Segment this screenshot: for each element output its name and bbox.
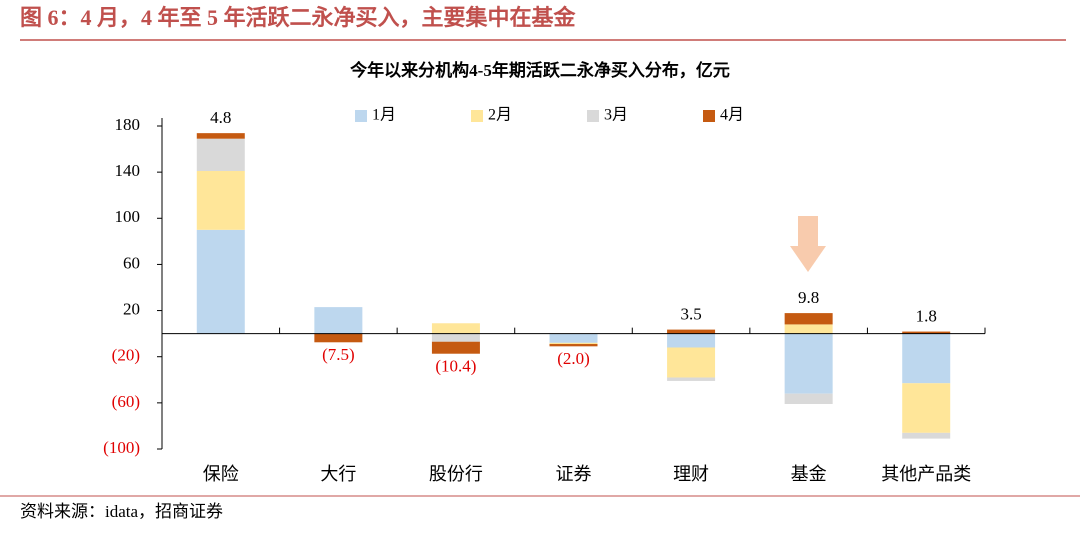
y-tick-label: (100) bbox=[103, 438, 140, 457]
legend-swatch bbox=[471, 110, 483, 122]
y-tick-label: 60 bbox=[123, 253, 140, 272]
bar-segment bbox=[902, 383, 951, 433]
y-tick-label: 180 bbox=[115, 115, 141, 134]
legend-label: 3月 bbox=[604, 107, 628, 124]
x-tick-label: 保险 bbox=[203, 464, 239, 484]
y-tick-label: 140 bbox=[115, 161, 141, 180]
bar-segment bbox=[902, 331, 951, 334]
bar-segment bbox=[196, 170, 245, 230]
data-label: (7.5) bbox=[322, 345, 355, 364]
highlight-arrow bbox=[790, 216, 826, 272]
bar-segment bbox=[549, 333, 598, 343]
bar-segment bbox=[431, 323, 480, 334]
data-label: 3.5 bbox=[680, 305, 701, 324]
x-tick-label: 其他产品类 bbox=[881, 464, 971, 484]
chart-title: 今年以来分机构4-5年期活跃二永净买入分布，亿元 bbox=[350, 60, 730, 80]
bar-segment bbox=[784, 313, 833, 325]
data-label: 9.8 bbox=[798, 288, 819, 307]
legend-swatch bbox=[587, 110, 599, 122]
bar-segment bbox=[784, 393, 833, 405]
bar-segment bbox=[784, 333, 833, 394]
y-tick-label: 100 bbox=[115, 207, 141, 226]
y-tick-label: (60) bbox=[112, 392, 140, 411]
data-label: 4.8 bbox=[210, 108, 231, 127]
bar-segment bbox=[902, 432, 951, 439]
x-tick-label: 证券 bbox=[556, 464, 592, 484]
legend-swatch bbox=[355, 110, 367, 122]
bar-segment bbox=[314, 333, 363, 343]
bar-segment bbox=[196, 138, 245, 171]
bar-segment bbox=[196, 229, 245, 334]
bar-segment bbox=[549, 344, 598, 347]
legend-label: 4月 bbox=[720, 107, 744, 124]
bar-segment bbox=[667, 333, 716, 348]
bar-segment bbox=[431, 341, 480, 354]
bar-segment bbox=[667, 377, 716, 381]
source: 资料来源：idata，招商证券 bbox=[20, 502, 223, 521]
bar-segment bbox=[667, 347, 716, 378]
bar-segment bbox=[549, 342, 598, 345]
y-tick-label: 20 bbox=[123, 299, 140, 318]
legend-swatch bbox=[703, 110, 715, 122]
bar-segment bbox=[667, 329, 716, 334]
bar-segment bbox=[784, 324, 833, 334]
data-label: (2.0) bbox=[557, 349, 590, 368]
bar-segment bbox=[431, 333, 480, 342]
x-tick-label: 大行 bbox=[320, 464, 356, 484]
legend-label: 2月 bbox=[488, 107, 512, 124]
figure-title: 图 6：4 月，4 年至 5 年活跃二永净买入，主要集中在基金 bbox=[20, 5, 577, 30]
x-tick-label: 基金 bbox=[791, 464, 827, 484]
legend-label: 1月 bbox=[372, 107, 396, 124]
y-tick-label: (20) bbox=[112, 346, 140, 365]
bar-segment bbox=[902, 333, 951, 384]
bar-segment bbox=[196, 133, 245, 139]
x-tick-label: 理财 bbox=[673, 464, 709, 484]
data-label: (10.4) bbox=[435, 357, 476, 376]
data-label: 1.8 bbox=[916, 306, 937, 325]
bar-segment bbox=[314, 307, 363, 334]
x-tick-label: 股份行 bbox=[429, 464, 483, 484]
